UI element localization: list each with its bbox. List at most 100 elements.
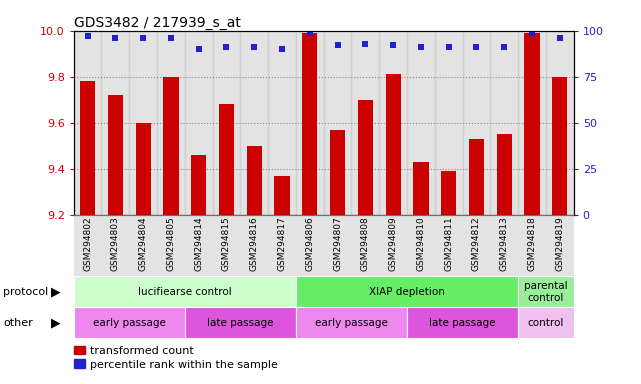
Bar <box>157 215 185 276</box>
Bar <box>129 215 157 276</box>
Text: protocol: protocol <box>3 287 49 297</box>
Bar <box>185 215 213 276</box>
Text: ▶: ▶ <box>51 316 61 329</box>
Bar <box>157 31 185 215</box>
Bar <box>351 215 379 276</box>
Bar <box>268 215 296 276</box>
Bar <box>413 162 429 215</box>
Text: GSM294802: GSM294802 <box>83 216 92 271</box>
Bar <box>74 215 101 276</box>
Bar <box>108 95 123 215</box>
Bar <box>379 215 407 276</box>
Text: control: control <box>528 318 564 328</box>
Text: parental
control: parental control <box>524 281 568 303</box>
Bar <box>240 215 268 276</box>
Bar <box>435 215 463 276</box>
Bar <box>213 31 240 215</box>
Bar <box>74 276 296 307</box>
Bar <box>351 31 379 215</box>
Bar <box>490 215 518 276</box>
Bar <box>518 31 546 215</box>
Bar <box>296 31 324 215</box>
Text: early passage: early passage <box>315 318 388 328</box>
Point <box>221 44 231 50</box>
Text: GSM294812: GSM294812 <box>472 216 481 271</box>
Point <box>83 33 93 39</box>
Point <box>277 46 287 52</box>
Bar <box>135 123 151 215</box>
Bar <box>358 100 373 215</box>
Text: percentile rank within the sample: percentile rank within the sample <box>90 360 278 370</box>
Text: GSM294803: GSM294803 <box>111 216 120 271</box>
Point <box>138 35 148 41</box>
Bar <box>407 215 435 276</box>
Bar <box>407 307 518 338</box>
Point <box>471 44 481 50</box>
Bar <box>185 307 296 338</box>
Text: GSM294804: GSM294804 <box>138 216 147 271</box>
Bar <box>296 215 324 276</box>
Bar <box>101 31 129 215</box>
Bar <box>469 139 484 215</box>
Text: GSM294819: GSM294819 <box>555 216 564 271</box>
Bar <box>518 276 574 307</box>
Text: late passage: late passage <box>207 318 274 328</box>
Text: GSM294813: GSM294813 <box>500 216 509 271</box>
Point <box>444 44 454 50</box>
Text: GSM294816: GSM294816 <box>250 216 259 271</box>
Bar <box>385 74 401 215</box>
Bar <box>463 31 490 215</box>
Bar <box>129 31 157 215</box>
Text: GSM294815: GSM294815 <box>222 216 231 271</box>
Text: GSM294810: GSM294810 <box>417 216 426 271</box>
Text: GDS3482 / 217939_s_at: GDS3482 / 217939_s_at <box>74 16 240 30</box>
Point <box>554 35 565 41</box>
Bar <box>497 134 512 215</box>
Bar <box>296 276 518 307</box>
Bar <box>546 215 574 276</box>
Bar <box>191 155 206 215</box>
Text: early passage: early passage <box>93 318 166 328</box>
Text: XIAP depletion: XIAP depletion <box>369 287 445 297</box>
Point <box>249 44 260 50</box>
Bar <box>490 31 518 215</box>
Bar <box>407 31 435 215</box>
Point <box>360 41 370 47</box>
Bar <box>274 176 290 215</box>
Text: GSM294806: GSM294806 <box>305 216 314 271</box>
Text: late passage: late passage <box>429 318 496 328</box>
Bar <box>268 31 296 215</box>
Bar <box>324 31 351 215</box>
Bar <box>80 81 96 215</box>
Bar <box>330 130 345 215</box>
Bar <box>463 215 490 276</box>
Bar <box>213 215 240 276</box>
Bar <box>324 215 351 276</box>
Bar <box>74 31 101 215</box>
Text: ▶: ▶ <box>51 285 61 298</box>
Bar <box>163 77 179 215</box>
Bar <box>552 77 567 215</box>
Bar <box>524 33 540 215</box>
Bar <box>247 146 262 215</box>
Bar <box>219 104 234 215</box>
Point <box>194 46 204 52</box>
Bar <box>101 215 129 276</box>
Bar <box>296 307 407 338</box>
Point <box>166 35 176 41</box>
Text: GSM294807: GSM294807 <box>333 216 342 271</box>
Point <box>416 44 426 50</box>
Point <box>499 44 510 50</box>
Text: GSM294805: GSM294805 <box>167 216 176 271</box>
Bar <box>379 31 407 215</box>
Bar <box>185 31 213 215</box>
Bar <box>74 307 185 338</box>
Text: GSM294811: GSM294811 <box>444 216 453 271</box>
Point <box>304 30 315 36</box>
Bar <box>546 31 574 215</box>
Text: transformed count: transformed count <box>90 346 194 356</box>
Bar <box>518 307 574 338</box>
Text: GSM294808: GSM294808 <box>361 216 370 271</box>
Text: GSM294818: GSM294818 <box>528 216 537 271</box>
Text: GSM294809: GSM294809 <box>388 216 397 271</box>
